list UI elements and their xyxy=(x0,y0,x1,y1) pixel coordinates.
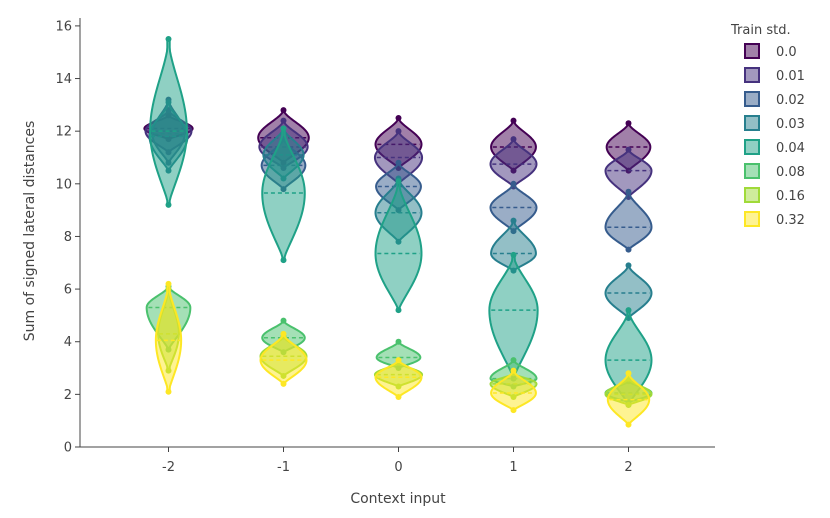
legend-item[interactable]: 0.32 xyxy=(744,211,805,228)
violin-extreme-point xyxy=(165,388,172,395)
legend-item[interactable]: 0.08 xyxy=(744,163,805,180)
violin-extreme-point xyxy=(395,128,402,135)
legend-swatch xyxy=(744,43,760,59)
legend-label: 0.32 xyxy=(776,213,805,228)
legend-label: 0.03 xyxy=(776,117,805,132)
violin xyxy=(604,188,653,253)
violin-extreme-point xyxy=(625,421,632,428)
legend-item[interactable]: 0.01 xyxy=(744,67,805,84)
violin-extreme-point xyxy=(280,330,287,337)
x-ticks: -2 -1 0 1 2 xyxy=(162,447,633,475)
violin-body xyxy=(374,359,423,398)
violin-extreme-point xyxy=(510,367,517,374)
legend-swatch xyxy=(744,187,760,203)
legend-swatch xyxy=(744,139,760,155)
legend-swatch xyxy=(744,115,760,131)
x-axis-title: Context input xyxy=(350,491,446,507)
legend: Train std. 0.00.010.020.030.040.080.160.… xyxy=(730,23,805,228)
violin-extreme-point xyxy=(625,146,632,153)
violin xyxy=(490,367,537,414)
violin-extreme-point xyxy=(280,125,287,132)
violin-extreme-point xyxy=(625,246,632,253)
legend-label: 0.04 xyxy=(776,141,805,156)
violin-extreme-point xyxy=(395,338,402,345)
y-tick-label: 6 xyxy=(64,283,72,298)
legend-label: 0.01 xyxy=(776,69,805,84)
violin-extreme-point xyxy=(625,370,632,377)
violin-body xyxy=(149,38,188,206)
violin-extreme-point xyxy=(280,107,287,114)
y-axis-title: Sum of signed lateral distances xyxy=(22,121,38,342)
legend-swatch xyxy=(744,163,760,179)
legend-item[interactable]: 0.04 xyxy=(744,139,805,156)
violin xyxy=(149,36,188,208)
violin-extreme-point xyxy=(625,188,632,195)
legend-item[interactable]: 0.0 xyxy=(744,43,797,60)
violin xyxy=(154,280,183,395)
y-tick-label: 2 xyxy=(64,388,72,403)
violin xyxy=(606,370,651,428)
violin-extreme-point xyxy=(165,201,172,208)
legend-label: 0.08 xyxy=(776,165,805,180)
violin-extreme-point xyxy=(625,120,632,127)
violin-extreme-point xyxy=(395,393,402,400)
violin-extreme-point xyxy=(280,317,287,324)
legend-swatch xyxy=(744,211,760,227)
legend-item[interactable]: 0.02 xyxy=(744,91,805,108)
violin-extreme-point xyxy=(280,257,287,264)
violin-extreme-point xyxy=(280,380,287,387)
violin-extreme-point xyxy=(165,280,172,287)
x-tick-label: 2 xyxy=(624,460,632,475)
y-tick-label: 12 xyxy=(55,125,72,140)
violin xyxy=(374,357,423,400)
violin-extreme-point xyxy=(510,357,517,364)
violin-extreme-point xyxy=(395,357,402,364)
violin-extreme-point xyxy=(510,180,517,187)
violin-extreme-point xyxy=(625,307,632,314)
legend-title: Train std. xyxy=(730,23,791,38)
series-group xyxy=(149,36,653,408)
violin-extreme-point xyxy=(510,217,517,224)
legend-swatch xyxy=(744,67,760,83)
x-tick-label: -2 xyxy=(162,460,175,475)
violin-extreme-point xyxy=(395,159,402,166)
y-tick-label: 14 xyxy=(55,72,72,87)
y-tick-label: 16 xyxy=(55,19,72,34)
violin-extreme-point xyxy=(510,407,517,414)
violin-extreme-point xyxy=(165,36,172,43)
violin-extreme-point xyxy=(395,178,402,185)
violin-extreme-point xyxy=(510,251,517,258)
violin-extreme-point xyxy=(510,136,517,143)
y-tick-label: 10 xyxy=(55,177,72,192)
violin-extreme-point xyxy=(510,117,517,124)
legend-item[interactable]: 0.03 xyxy=(744,115,805,132)
violin-extreme-point xyxy=(395,307,402,314)
violin-extreme-point xyxy=(395,115,402,122)
x-tick-label: 0 xyxy=(394,460,402,475)
violin-extreme-point xyxy=(625,262,632,269)
violin xyxy=(374,178,423,314)
plot-area xyxy=(143,36,653,428)
violin xyxy=(261,125,306,264)
x-tick-label: -1 xyxy=(277,460,290,475)
legend-label: 0.0 xyxy=(776,45,797,60)
y-tick-label: 0 xyxy=(64,441,72,456)
violin-extreme-point xyxy=(280,117,287,124)
legend-label: 0.02 xyxy=(776,93,805,108)
legend-item[interactable]: 0.16 xyxy=(744,187,805,204)
series-group xyxy=(154,280,651,428)
y-tick-label: 4 xyxy=(64,335,72,350)
legend-label: 0.16 xyxy=(776,189,805,204)
y-tick-label: 8 xyxy=(64,230,72,245)
violin-body xyxy=(604,190,653,251)
y-ticks: 0 2 4 6 8 10 12 14 16 xyxy=(55,19,80,456)
legend-items: 0.0 0.01 0.02 0.03 0.04 0.08 0.16 0.32 xyxy=(744,43,805,228)
x-tick-label: 1 xyxy=(509,460,517,475)
violin xyxy=(259,330,308,387)
legend-swatch xyxy=(744,91,760,107)
